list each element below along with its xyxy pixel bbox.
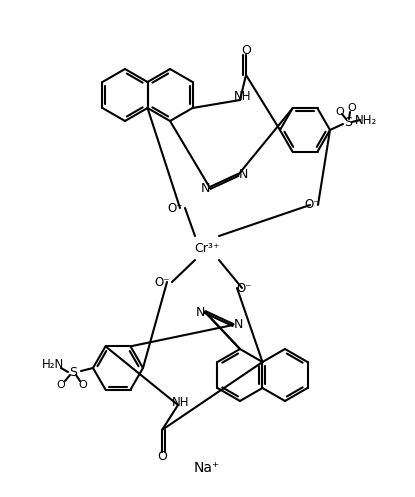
Text: Cr³⁺: Cr³⁺ [194, 242, 220, 254]
Text: NH: NH [234, 89, 252, 102]
Text: O⁻: O⁻ [304, 198, 320, 212]
Text: O⁻: O⁻ [236, 281, 252, 295]
Text: N: N [233, 319, 243, 331]
Text: O: O [336, 107, 344, 117]
Text: O⁻: O⁻ [167, 201, 183, 215]
Text: O: O [78, 380, 88, 390]
Text: O: O [348, 103, 356, 113]
Text: NH₂: NH₂ [355, 113, 377, 127]
Text: O: O [157, 450, 167, 464]
Text: H₂N: H₂N [42, 358, 64, 371]
Text: S: S [344, 115, 352, 129]
Text: Na⁺: Na⁺ [194, 461, 220, 475]
Text: S: S [69, 366, 77, 380]
Text: O: O [56, 380, 66, 390]
Text: N: N [238, 168, 248, 181]
Text: O⁻: O⁻ [154, 275, 170, 288]
Text: O: O [241, 44, 251, 57]
Text: NH: NH [172, 397, 190, 410]
Text: N: N [200, 181, 210, 194]
Text: N: N [195, 306, 205, 319]
